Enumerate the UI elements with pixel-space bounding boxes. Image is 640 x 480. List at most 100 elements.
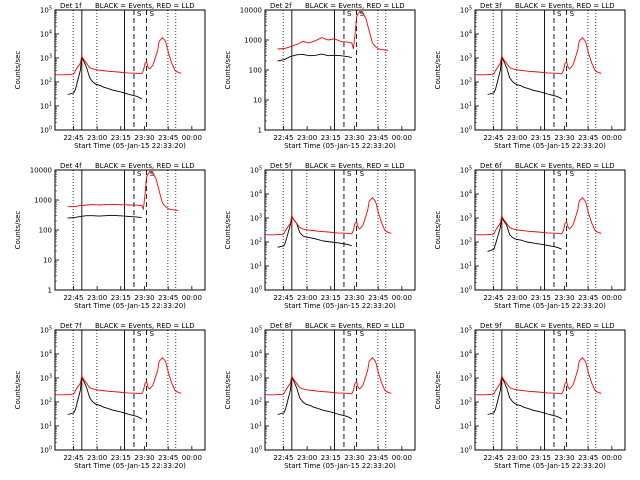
y-tick-label: 100 [249, 67, 262, 75]
x-axis-label: Start Time (05-Jan-15 22:33:20) [494, 462, 606, 470]
y-tick-label: 103 [460, 54, 472, 63]
y-tick-label: 100 [40, 446, 52, 455]
x-tick-label: 23:45 [158, 134, 178, 142]
x-tick-label: 22:45 [273, 134, 293, 142]
top-marker: S [360, 170, 365, 178]
y-tick-label: 104 [40, 350, 52, 359]
panel-det-6f: Det 6f BLACK = Events, RED = LLD 100 101 102… [434, 162, 626, 310]
x-tick-label: 23:45 [578, 454, 598, 462]
y-axis-label: Counts/sec [434, 211, 442, 250]
y-tick-label: 100 [250, 446, 262, 455]
x-tick-label: 22:45 [63, 134, 83, 142]
y-axis-label: Counts/sec [224, 371, 232, 410]
y-tick-label: 1 [48, 287, 52, 295]
y-tick-label: 102 [40, 398, 52, 407]
x-tick-label: 23:00 [297, 454, 317, 462]
top-marker: S [557, 10, 562, 18]
x-tick-label: 23:15 [531, 454, 551, 462]
y-axis-label: Counts/sec [434, 371, 442, 410]
x-tick-label: 23:30 [344, 134, 364, 142]
legend-text: BLACK = Events, RED = LLD [95, 2, 195, 10]
lld-series-line [67, 170, 179, 211]
y-axis-label: Counts/sec [434, 51, 442, 90]
panel-title: Det 9f [480, 322, 502, 330]
y-tick-label: 105 [40, 326, 52, 335]
y-tick-label: 10 [253, 97, 262, 105]
y-tick-label: 101 [460, 262, 472, 271]
x-tick-label: 23:45 [368, 454, 388, 462]
x-tick-label: 23:00 [507, 454, 527, 462]
events-series-line [277, 214, 352, 248]
x-axis-label: Start Time (05-Jan-15 22:33:20) [494, 142, 606, 150]
top-marker: S [150, 330, 155, 338]
y-tick-label: 105 [250, 326, 262, 335]
x-tick-label: 23:00 [297, 134, 317, 142]
x-axis-label: Start Time (05-Jan-15 22:33:20) [494, 302, 606, 310]
events-series-line [487, 376, 563, 420]
panel-det-7f: Det 7f BLACK = Events, RED = LLD 100 101 102… [14, 322, 206, 470]
y-tick-label: 101 [460, 102, 472, 111]
events-series-line [67, 56, 143, 100]
panel-det-9f: Det 9f BLACK = Events, RED = LLD 100 101 102… [434, 322, 626, 470]
x-axis-label: Start Time (05-Jan-15 22:33:20) [74, 142, 186, 150]
panel-title: Det 2f [270, 2, 292, 10]
x-tick-label: 22:45 [273, 294, 293, 302]
y-axis-label: Counts/sec [14, 51, 22, 90]
y-tick-label: 105 [40, 6, 52, 15]
y-axis-label: Counts/sec [14, 371, 22, 410]
y-tick-label: 105 [460, 166, 472, 175]
events-series-line [487, 216, 562, 253]
y-tick-label: 102 [40, 78, 52, 87]
lld-series-line [476, 197, 602, 236]
plot-frame [54, 169, 206, 291]
x-tick-label: 22:45 [483, 294, 503, 302]
events-series-line [67, 214, 142, 219]
x-tick-label: 00:00 [392, 134, 412, 142]
y-tick-label: 104 [460, 190, 472, 199]
events-series-line [277, 53, 352, 62]
x-tick-label: 23:30 [344, 294, 364, 302]
y-axis-label: Counts/sec [224, 211, 232, 250]
x-tick-label: 23:30 [134, 134, 154, 142]
events-series-line [67, 376, 143, 420]
plot-frame [474, 9, 626, 131]
y-tick-label: 1000 [34, 197, 52, 205]
legend-text: BLACK = Events, RED = LLD [515, 322, 615, 330]
x-tick-label: 00:00 [392, 294, 412, 302]
x-axis-label: Start Time (05-Jan-15 22:33:20) [74, 462, 186, 470]
top-marker: S [570, 10, 575, 18]
y-tick-label: 103 [250, 374, 262, 383]
x-tick-label: 00:00 [602, 294, 622, 302]
y-tick-label: 104 [250, 190, 262, 199]
x-tick-label: 23:30 [554, 294, 574, 302]
panel-title: Det 4f [60, 162, 82, 170]
panel-title: Det 1f [60, 2, 82, 10]
y-tick-label: 102 [460, 78, 472, 87]
events-series-line [277, 376, 353, 420]
plot-frame [264, 169, 416, 291]
x-tick-label: 23:00 [507, 134, 527, 142]
y-tick-label: 10000 [240, 7, 262, 15]
lld-series-line [56, 37, 182, 76]
plot-frame [264, 329, 416, 451]
top-marker: S [137, 330, 142, 338]
x-tick-label: 23:15 [111, 454, 131, 462]
panel-det-1f: Det 1f BLACK = Events, RED = LLD 100 101 102… [14, 2, 206, 150]
x-tick-label: 22:45 [483, 134, 503, 142]
y-tick-label: 100 [40, 126, 52, 135]
x-tick-label: 22:45 [273, 454, 293, 462]
y-tick-label: 101 [250, 422, 262, 431]
top-marker: S [347, 330, 352, 338]
y-tick-label: 101 [40, 422, 52, 431]
x-tick-label: 23:30 [134, 294, 154, 302]
lld-series-line [56, 357, 182, 396]
y-tick-label: 104 [460, 350, 472, 359]
y-tick-label: 100 [460, 286, 472, 295]
panel-title: Det 5f [270, 162, 292, 170]
events-series-line [487, 56, 563, 100]
x-tick-label: 22:45 [63, 294, 83, 302]
y-tick-label: 105 [460, 6, 472, 15]
legend-text: BLACK = Events, RED = LLD [515, 162, 615, 170]
x-tick-label: 23:00 [87, 294, 107, 302]
plot-frame [474, 169, 626, 291]
